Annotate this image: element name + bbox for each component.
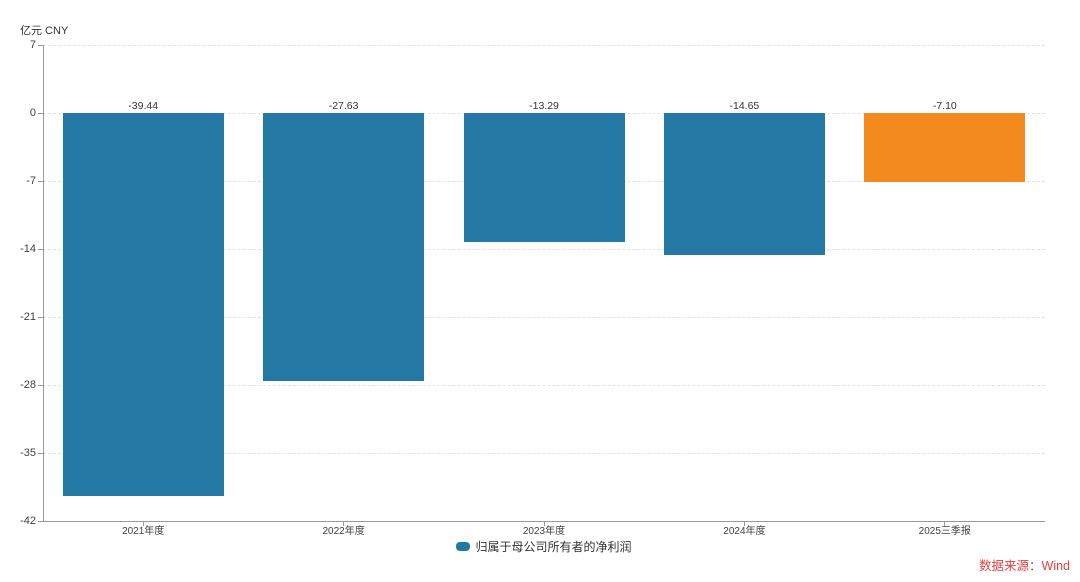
y-axis-tick-label: -42 — [20, 514, 36, 527]
data-source-note: 数据来源：Wind — [979, 559, 1070, 573]
y-axis-tick — [38, 384, 43, 386]
y-axis-tick — [38, 316, 43, 318]
bar-2021年度 — [62, 113, 224, 497]
x-axis-category-label: 2025三季报 — [918, 526, 971, 537]
y-axis-tick-label: 0 — [29, 106, 36, 119]
x-axis-tick — [142, 521, 144, 526]
bar-value-label: -13.29 — [529, 100, 559, 112]
bar-value-label: -14.65 — [729, 100, 760, 112]
gridline — [43, 248, 1045, 250]
x-axis-tick — [343, 521, 345, 526]
y-axis-tick — [38, 452, 43, 454]
y-axis-tick-label: 7 — [29, 38, 36, 51]
bar-2024年度 — [663, 113, 825, 256]
y-axis-tick-label: -14 — [20, 242, 36, 255]
gridline — [43, 316, 1045, 318]
gridline — [43, 384, 1045, 386]
x-axis-category-label: 2022年度 — [322, 526, 365, 537]
x-axis-category-label: 2023年度 — [522, 526, 566, 537]
y-axis-line — [43, 45, 44, 521]
y-axis-tick-label: -35 — [20, 446, 36, 459]
bar-value-label: -7.10 — [932, 100, 957, 112]
y-axis-tick-label: -28 — [20, 378, 36, 391]
gridline — [43, 44, 1045, 46]
chart-legend: 归属于母公司所有者的净利润 — [43, 538, 1045, 555]
y-axis-tick-label: -21 — [20, 310, 36, 323]
y-axis-unit-label: 亿元 CNY — [20, 25, 69, 37]
legend-item-net-profit[interactable]: 归属于母公司所有者的净利润 — [456, 538, 632, 555]
x-axis-category-label: 2024年度 — [723, 526, 766, 537]
x-axis-category-label: 2021年度 — [122, 526, 165, 537]
y-axis-tick — [38, 112, 43, 114]
legend-swatch-icon — [456, 542, 471, 551]
y-axis-tick — [38, 248, 43, 250]
x-axis-tick — [743, 521, 745, 526]
bar-2023年度 — [463, 113, 625, 243]
x-axis-tick — [944, 521, 946, 526]
gridline — [43, 452, 1045, 454]
bar-value-label: -39.44 — [128, 100, 159, 112]
legend-label: 归属于母公司所有者的净利润 — [475, 540, 632, 554]
y-axis-tick — [38, 180, 43, 182]
y-axis-tick-label: -7 — [26, 174, 36, 187]
x-axis-tick — [543, 521, 545, 526]
y-axis-tick — [38, 520, 43, 522]
bar-2022年度 — [263, 113, 425, 382]
y-axis-tick — [38, 44, 43, 46]
bar-2025三季报 — [864, 113, 1026, 182]
bar-value-label: -27.63 — [328, 100, 359, 112]
